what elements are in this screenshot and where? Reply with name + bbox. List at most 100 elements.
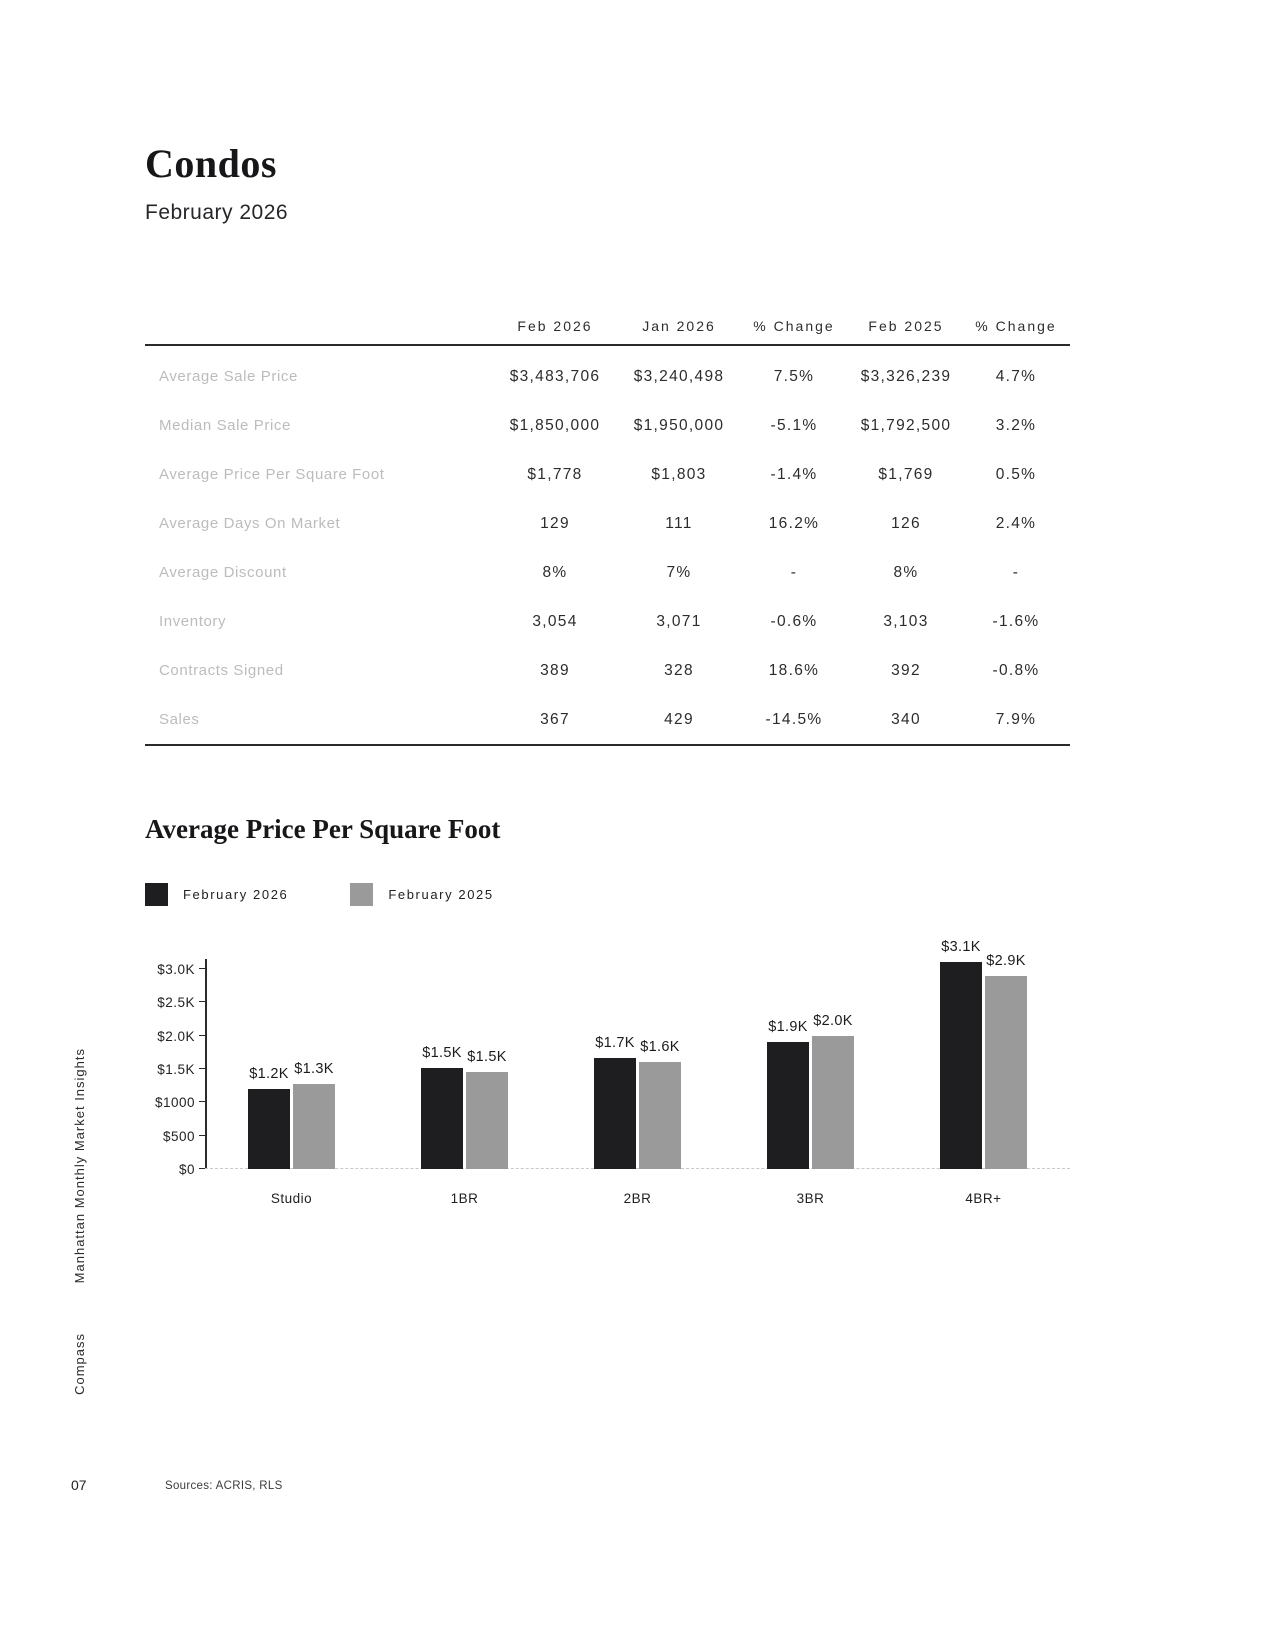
bar-value-label: $2.0K — [813, 1012, 853, 1029]
legend-item-feb-2026: February 2026 — [145, 883, 288, 906]
bar-value-label: $1.3K — [294, 1061, 334, 1078]
table-cell: 2.4% — [995, 514, 1037, 532]
table-cell: - — [1012, 563, 1020, 581]
row-label: Median Sale Price — [159, 417, 291, 434]
table-cell: 3,103 — [883, 612, 929, 630]
table-cell: 3,054 — [532, 612, 578, 630]
bar-group-studio: $1.2K $1.3K — [205, 969, 378, 1169]
bar-groups: $1.2K $1.3K $1.5K $1.5K $1.7K $1.6K $1.9K $2.0K… — [205, 939, 1070, 1169]
table-cell: -0.8% — [992, 661, 1040, 679]
table-row: Average Days On Market 129 111 16.2% 126 2.4% — [145, 499, 1070, 548]
bar-group-3br: $1.9K $2.0K — [724, 969, 897, 1169]
bar-3br-series-1 — [812, 1035, 854, 1169]
table-cell: $3,483,706 — [509, 367, 601, 385]
table-cell: 18.6% — [768, 661, 820, 679]
bar-value-label: $1.5K — [422, 1045, 462, 1062]
bar-value-label: $1.5K — [467, 1049, 507, 1066]
table-header-pct-change-mom: % Change — [753, 318, 835, 334]
bar-2br-series-1 — [639, 1062, 681, 1169]
table-header-feb-2026: Feb 2026 — [517, 318, 593, 334]
table-cell: 429 — [664, 710, 694, 728]
category-label-3br: 3BR — [796, 1191, 825, 1206]
table-cell: 367 — [540, 710, 570, 728]
legend-swatch-feb-2025 — [350, 883, 374, 906]
category-label-1br: 1BR — [450, 1191, 479, 1206]
page-subtitle: February 2026 — [145, 201, 289, 224]
bar-studio-series-0 — [248, 1089, 290, 1169]
table-header-row: Feb 2026 Jan 2026 % Change Feb 2025 % Ch… — [145, 308, 1070, 344]
table-cell: -5.1% — [770, 416, 818, 434]
legend-label-feb-2026: February 2026 — [183, 887, 289, 902]
row-label: Sales — [159, 711, 200, 728]
table-cell: $1,769 — [878, 465, 934, 483]
y-tick-mark — [199, 1001, 205, 1003]
y-tick-label: $1000 — [154, 1095, 195, 1111]
bar-group-4br-: $3.1K $2.9K — [897, 939, 1070, 1169]
table-cell: 340 — [891, 710, 921, 728]
table-cell: 111 — [665, 514, 693, 532]
bar-studio-series-1 — [293, 1084, 335, 1169]
y-tick-mark — [199, 1134, 205, 1136]
brand-name: Compass — [72, 1333, 87, 1395]
row-label: Inventory — [159, 613, 227, 630]
table-cell: 7% — [666, 563, 692, 581]
bar-chart: $1.2K $1.3K $1.5K $1.5K $1.7K $1.6K $1.9K $2.0K… — [145, 939, 1070, 1214]
y-tick-label: $2.0K — [157, 1028, 195, 1044]
table-header-jan-2026: Jan 2026 — [642, 318, 716, 334]
y-tick-mark — [199, 1068, 205, 1069]
table-cell: -1.4% — [770, 465, 818, 483]
y-axis-line — [205, 959, 207, 1169]
stats-table: Feb 2026 Jan 2026 % Change Feb 2025 % Ch… — [145, 308, 1070, 746]
y-tick-label: $3.0K — [157, 962, 195, 977]
table-row: Inventory 3,054 3,071 -0.6% 3,103 -1.6% — [145, 597, 1070, 646]
table-cell: $1,778 — [527, 465, 583, 483]
y-tick-label: $1.5K — [157, 1062, 195, 1077]
bar-4br--series-0 — [940, 962, 982, 1169]
row-label: Average Discount — [159, 564, 287, 581]
category-label-4br-: 4BR+ — [965, 1191, 1002, 1206]
table-cell: $1,803 — [651, 465, 707, 483]
y-tick-mark — [199, 1034, 205, 1036]
y-tick-label: $2.5K — [157, 995, 195, 1011]
chart-baseline — [205, 1168, 1070, 1169]
table-cell: -0.6% — [770, 612, 818, 630]
table-cell: 129 — [540, 514, 570, 532]
row-label: Contracts Signed — [159, 662, 284, 679]
y-tick-label: $500 — [162, 1128, 195, 1144]
bar-1br-series-0 — [421, 1068, 463, 1169]
table-cell: 3,071 — [656, 612, 702, 630]
table-cell: 0.5% — [995, 465, 1037, 483]
y-tick-label: $0 — [178, 1162, 195, 1177]
table-cell: 4.7% — [995, 367, 1037, 385]
table-row: Average Discount 8% 7% - 8% - — [145, 548, 1070, 597]
y-tick-mark — [199, 1168, 205, 1169]
bar-value-label: $1.9K — [768, 1019, 808, 1036]
table-cell: 16.2% — [768, 514, 820, 532]
table-cell: 126 — [891, 514, 921, 532]
legend-swatch-feb-2026 — [145, 883, 168, 906]
table-cell: 389 — [540, 661, 570, 679]
bar-2br-series-0 — [594, 1058, 636, 1169]
bar-3br-series-0 — [767, 1042, 809, 1169]
sources-note: Sources: ACRIS, RLS — [165, 1480, 283, 1492]
bar-value-label: $2.9K — [986, 953, 1026, 970]
table-cell: -1.6% — [992, 612, 1040, 630]
table-cell: 7.5% — [773, 367, 815, 385]
table-row: Sales 367 429 -14.5% 340 7.9% — [145, 695, 1070, 744]
table-cell: $1,950,000 — [633, 416, 725, 434]
table-cell: - — [790, 563, 798, 581]
table-cell: 8% — [893, 563, 919, 581]
bar-value-label: $3.1K — [941, 939, 981, 956]
table-row: Average Price Per Square Foot $1,778 $1,80… — [145, 450, 1070, 499]
table-cell: $1,792,500 — [860, 416, 952, 434]
legend-item-feb-2025: February 2025 — [350, 883, 493, 906]
table-cell: -14.5% — [765, 710, 823, 728]
category-label-studio: Studio — [270, 1191, 313, 1206]
bar-value-label: $1.2K — [249, 1066, 289, 1082]
chart-title: Average Price Per Square Foot — [145, 814, 501, 844]
table-cell: 7.9% — [995, 710, 1037, 728]
table-row: Median Sale Price $1,850,000 $1,950,000 -5.… — [145, 401, 1070, 450]
bar-value-label: $1.6K — [640, 1039, 680, 1056]
bar-group-2br: $1.7K $1.6K — [551, 969, 724, 1169]
